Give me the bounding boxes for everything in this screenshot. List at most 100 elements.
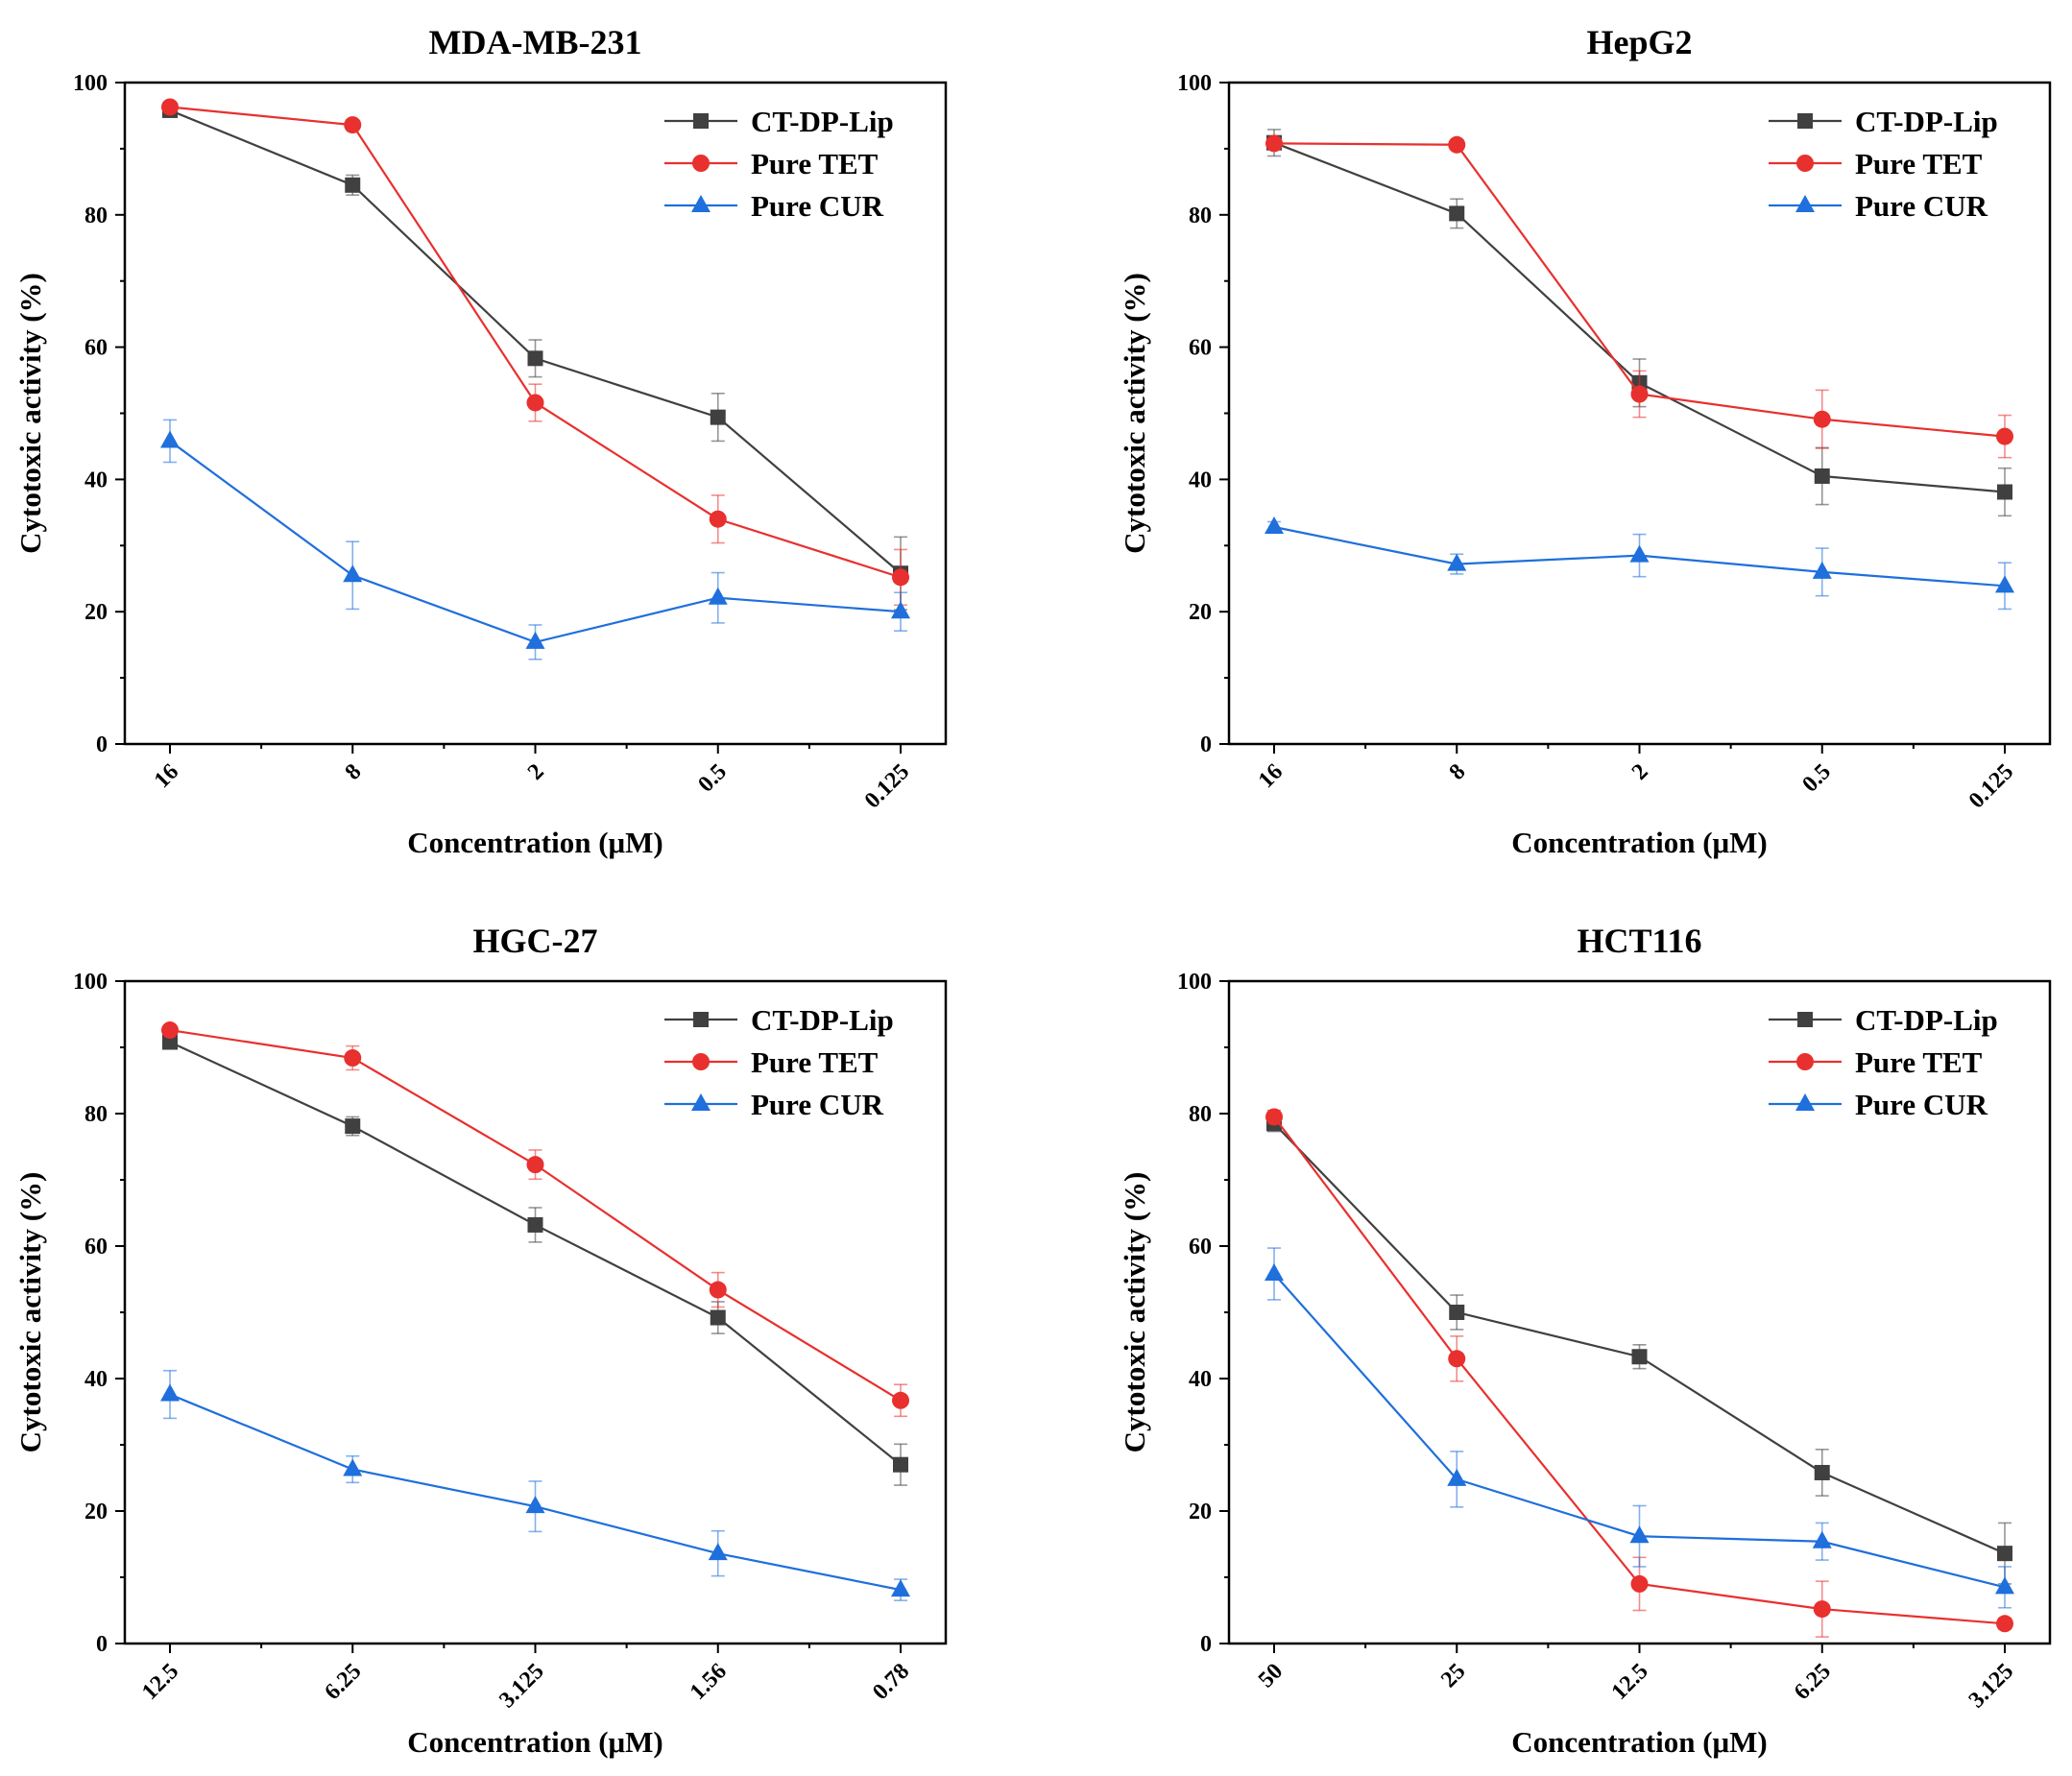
data-point [710, 409, 726, 425]
x-tick-label: 2 [523, 759, 549, 785]
x-tick-label: 6.25 [320, 1659, 366, 1705]
data-point [1812, 561, 1832, 579]
legend-marker [1795, 1093, 1815, 1111]
data-point [1813, 1600, 1831, 1619]
y-tick-label: 80 [1189, 1102, 1212, 1127]
data-point [708, 1543, 728, 1561]
series-line [1273, 1122, 2006, 1555]
y-tick-label: 60 [1189, 336, 1212, 361]
x-tick-label: 16 [1254, 759, 1288, 793]
legend: CT-DP-Lip Pure TET Pure CUR [1769, 1003, 1998, 1121]
data-point [1448, 135, 1466, 154]
legend-label: CT-DP-Lip [1855, 105, 1998, 138]
data-point [1629, 544, 1650, 563]
x-tick-label: 3.125 [494, 1659, 549, 1714]
data-point [1630, 1574, 1649, 1593]
data-point [1814, 468, 1830, 484]
data-point [1996, 427, 2013, 445]
legend-label: Pure TET [1855, 147, 1983, 180]
data-point [345, 1118, 361, 1135]
data-point [709, 1281, 727, 1299]
data-point [526, 1156, 544, 1174]
series-pure-cur [160, 1369, 910, 1601]
legend-marker [1796, 155, 1814, 172]
data-point [1812, 1530, 1832, 1548]
data-point [891, 1579, 910, 1597]
x-axis-label: Concentration (μM) [407, 826, 663, 859]
x-tick-label: 12.5 [137, 1659, 183, 1705]
y-axis-label: Cytotoxic activity (%) [13, 273, 47, 554]
data-point [1630, 385, 1649, 403]
data-point [1997, 484, 2012, 500]
data-point [343, 1458, 363, 1476]
y-tick-label: 100 [1177, 970, 1212, 995]
x-tick-label: 8 [341, 759, 367, 785]
y-tick-label: 40 [1189, 468, 1212, 492]
data-point [892, 568, 909, 587]
x-axis-label: Concentration (μM) [407, 1725, 663, 1759]
y-tick-label: 60 [84, 1235, 108, 1260]
data-point [1995, 575, 2014, 593]
x-tick-label: 0.5 [693, 759, 732, 798]
x-axis-label: Concentration (μM) [1511, 826, 1767, 859]
y-tick-label: 60 [1189, 1235, 1212, 1260]
legend-label: Pure CUR [751, 1088, 884, 1121]
data-point [525, 1496, 545, 1514]
y-tick-label: 0 [1200, 732, 1212, 757]
data-point [1447, 553, 1467, 571]
legend-label: Pure TET [1855, 1045, 1983, 1079]
data-point [1265, 1262, 1284, 1281]
data-point [1449, 1305, 1465, 1320]
legend-item: Pure TET [664, 147, 879, 180]
chart-title: MDA-MB-231 [429, 23, 642, 61]
data-point [1997, 1546, 2012, 1562]
chart-title: HGC-27 [473, 922, 598, 960]
x-tick-label: 0.5 [1797, 759, 1836, 798]
legend-marker [1797, 1012, 1813, 1027]
data-point [1995, 1576, 2014, 1595]
y-tick-label: 100 [73, 970, 108, 995]
y-tick-label: 40 [84, 468, 108, 492]
y-tick-label: 100 [73, 71, 108, 96]
chart-panel-4: HCT116 0 20 40 60 80 100 50 25 12.5 6.25 3.125 Conce… [1118, 922, 2052, 1759]
chart-panel-2: HepG2 0 20 40 60 80 100 16 8 2 0.5 0.125 Concentrati… [1118, 23, 2052, 859]
y-axis-label: Cytotoxic activity (%) [1118, 1172, 1151, 1453]
legend-marker [692, 1053, 710, 1070]
data-point [162, 1034, 178, 1050]
data-point [1629, 1525, 1650, 1544]
y-tick-label: 80 [1189, 204, 1212, 228]
series-pure-cur [1265, 516, 2014, 611]
data-point [1814, 1464, 1830, 1480]
plot-frame [123, 979, 948, 1645]
legend-label: CT-DP-Lip [751, 1003, 894, 1037]
legend-marker [1797, 113, 1813, 129]
legend-label: Pure CUR [1855, 189, 1988, 223]
data-point [1265, 134, 1283, 153]
data-point [344, 116, 362, 134]
data-point [710, 1309, 726, 1326]
y-tick-label: 20 [84, 1500, 108, 1524]
legend-item: Pure CUR [1769, 1088, 1988, 1121]
y-axis-label: Cytotoxic activity (%) [13, 1172, 47, 1453]
series-pure-tet [161, 1021, 909, 1418]
chart-panel-3: HGC-27 0 20 40 60 80 100 12.5 6.25 3.125 1.56 0.78 C… [13, 922, 948, 1759]
legend-marker [693, 113, 709, 129]
legend-item: Pure CUR [1769, 189, 1988, 223]
y-tick-label: 40 [1189, 1367, 1212, 1392]
x-tick-label: 50 [1254, 1659, 1288, 1692]
y-tick-label: 0 [96, 732, 108, 757]
series-pure-cur [1265, 1247, 2014, 1609]
data-point [345, 177, 361, 193]
legend-marker [691, 1093, 711, 1111]
series-pure-tet [1265, 1108, 2013, 1638]
y-tick-label: 0 [96, 1632, 108, 1657]
legend: CT-DP-Lip Pure TET Pure CUR [664, 1003, 894, 1121]
chart-panel-1: MDA-MB-231 0 20 40 60 80 100 16 8 2 0.5 0.125 Concen… [13, 23, 948, 859]
x-tick-label: 16 [150, 759, 183, 793]
series-pure-cur [160, 419, 910, 660]
y-tick-label: 20 [84, 600, 108, 625]
legend-item: Pure TET [1769, 147, 1983, 180]
chart-title: HepG2 [1586, 23, 1692, 61]
x-axis-label: Concentration (μM) [1511, 1725, 1767, 1759]
x-tick-label: 0.125 [1964, 759, 2019, 814]
